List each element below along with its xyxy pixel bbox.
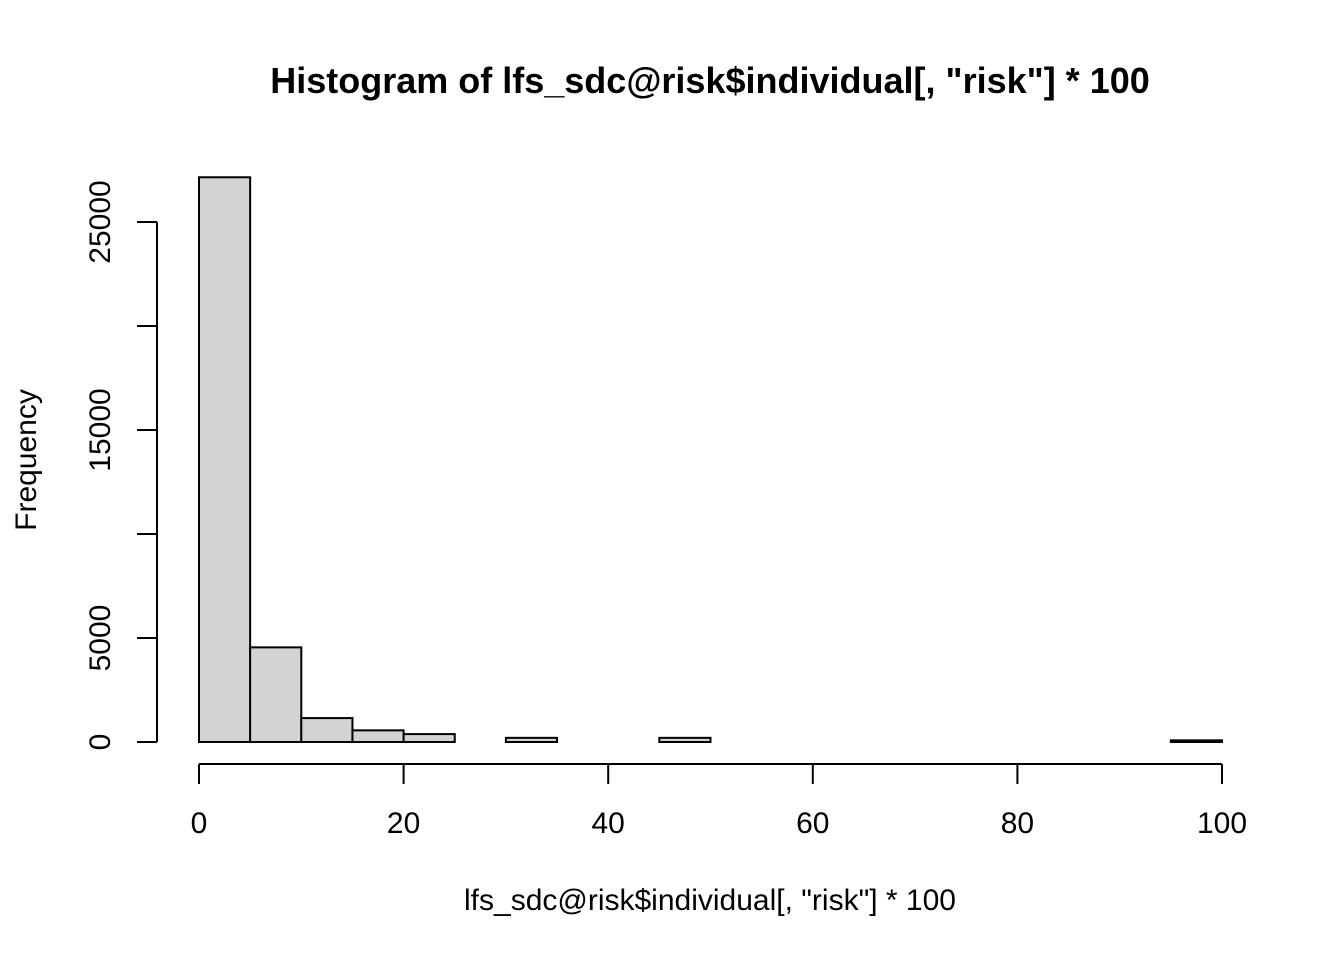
chart-title: Histogram of lfs_sdc@risk$individual[, "… — [270, 60, 1150, 101]
histogram-bar-95-100 — [1169, 739, 1223, 743]
histogram-bar-15-20 — [351, 729, 405, 743]
x-axis: 0 20 40 60 80 100 — [191, 763, 1247, 840]
y-tick-label-15000: 15000 — [84, 388, 117, 471]
histogram-bar-5-10 — [249, 646, 303, 743]
histogram-bar-20-25 — [402, 733, 456, 744]
x-tick-label-100: 100 — [1197, 807, 1247, 840]
bars-group — [198, 176, 1223, 744]
histogram-bar-30-35 — [504, 736, 559, 744]
x-tick-label-80: 80 — [1001, 807, 1034, 840]
y-tick-label-0: 0 — [84, 734, 117, 751]
y-axis: 0 5000 15000 25000 — [84, 180, 158, 751]
x-tick-label-0: 0 — [191, 807, 208, 840]
y-tick-label-25000: 25000 — [84, 180, 117, 263]
histogram-bar-10-15 — [300, 717, 354, 744]
y-axis-label: Frequency — [10, 389, 43, 531]
histogram-bar-45-50 — [658, 736, 712, 744]
x-axis-label: lfs_sdc@risk$individual[, "risk"] * 100 — [464, 884, 956, 917]
x-tick-label-20: 20 — [387, 807, 420, 840]
x-tick-label-40: 40 — [592, 807, 625, 840]
histogram-bar-0-5 — [198, 176, 252, 743]
x-tick-label-60: 60 — [796, 807, 829, 840]
y-tick-label-5000: 5000 — [84, 605, 117, 672]
